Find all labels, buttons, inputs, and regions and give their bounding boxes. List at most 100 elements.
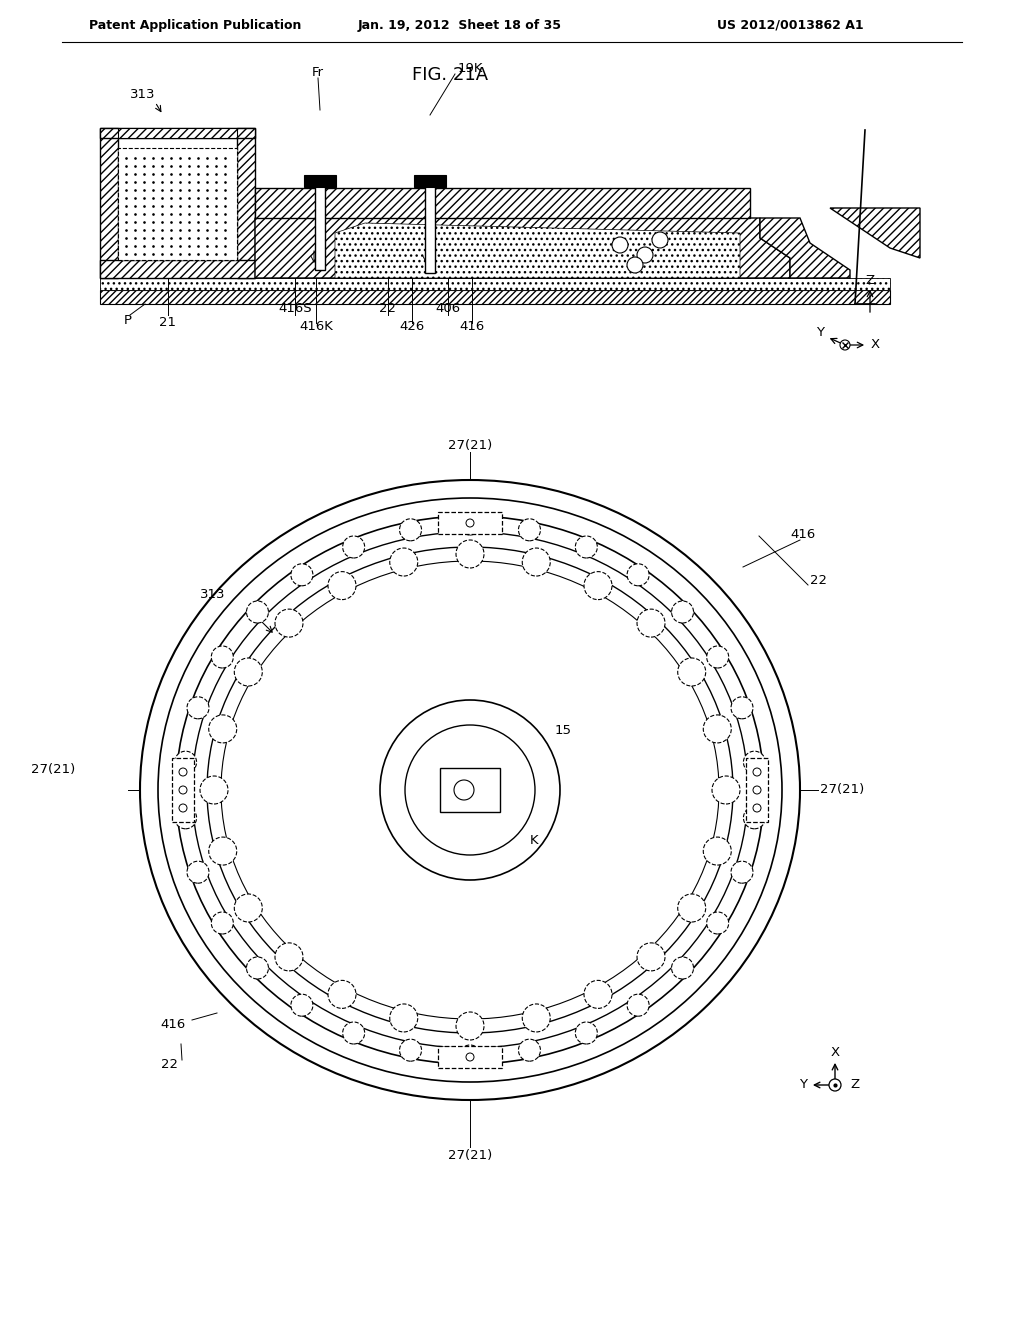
Circle shape — [174, 751, 197, 774]
Circle shape — [328, 981, 356, 1008]
Polygon shape — [100, 128, 118, 279]
Polygon shape — [414, 176, 446, 187]
Circle shape — [211, 645, 233, 668]
Text: Y: Y — [799, 1078, 807, 1092]
Circle shape — [456, 1012, 484, 1040]
Polygon shape — [100, 128, 255, 139]
Polygon shape — [438, 1045, 502, 1068]
Circle shape — [275, 609, 303, 638]
Text: K: K — [530, 833, 539, 846]
Circle shape — [575, 1022, 597, 1044]
Circle shape — [627, 994, 649, 1016]
Circle shape — [637, 609, 665, 638]
Text: 22: 22 — [810, 573, 827, 586]
Circle shape — [678, 894, 706, 921]
Text: X: X — [830, 1047, 840, 1060]
Circle shape — [380, 700, 560, 880]
Text: 19K: 19K — [458, 62, 482, 74]
Circle shape — [209, 715, 237, 743]
Polygon shape — [440, 768, 500, 812]
Polygon shape — [760, 218, 850, 279]
Ellipse shape — [207, 546, 733, 1034]
Circle shape — [672, 957, 693, 979]
Circle shape — [187, 697, 209, 719]
Text: 15: 15 — [555, 723, 572, 737]
Text: 416K: 416K — [299, 321, 333, 334]
Circle shape — [179, 768, 187, 776]
Circle shape — [627, 257, 643, 273]
Circle shape — [187, 861, 209, 883]
Circle shape — [466, 519, 474, 527]
Circle shape — [454, 780, 474, 800]
Polygon shape — [100, 290, 890, 304]
Circle shape — [459, 513, 481, 535]
Circle shape — [459, 1045, 481, 1067]
Circle shape — [575, 536, 597, 558]
Circle shape — [707, 645, 729, 668]
Text: 27(21): 27(21) — [820, 784, 864, 796]
Circle shape — [200, 776, 228, 804]
Circle shape — [234, 894, 262, 921]
Text: 22: 22 — [380, 301, 396, 314]
Circle shape — [399, 519, 422, 541]
Ellipse shape — [140, 480, 800, 1100]
Text: Y: Y — [816, 326, 824, 339]
Circle shape — [247, 601, 268, 623]
Circle shape — [753, 785, 761, 795]
Circle shape — [399, 1039, 422, 1061]
Ellipse shape — [193, 532, 748, 1048]
Text: Patent Application Publication: Patent Application Publication — [89, 18, 301, 32]
Polygon shape — [100, 279, 890, 290]
Circle shape — [637, 247, 653, 263]
Circle shape — [247, 957, 268, 979]
Circle shape — [179, 785, 187, 795]
Text: 313: 313 — [130, 88, 156, 102]
Text: 27(21): 27(21) — [447, 438, 493, 451]
Polygon shape — [237, 128, 255, 279]
Circle shape — [209, 837, 237, 865]
Polygon shape — [304, 176, 336, 187]
Polygon shape — [255, 187, 750, 218]
Text: US 2012/0013862 A1: US 2012/0013862 A1 — [717, 18, 863, 32]
Circle shape — [712, 776, 740, 804]
Circle shape — [522, 1005, 550, 1032]
Text: 313: 313 — [200, 589, 225, 602]
Circle shape — [174, 807, 197, 829]
Circle shape — [522, 548, 550, 576]
Circle shape — [584, 572, 612, 599]
Circle shape — [703, 715, 731, 743]
Circle shape — [612, 238, 628, 253]
Circle shape — [518, 519, 541, 541]
Ellipse shape — [176, 516, 764, 1064]
Text: FIG. 21A: FIG. 21A — [412, 66, 488, 84]
Bar — [118, 148, 237, 260]
Circle shape — [584, 981, 612, 1008]
Circle shape — [731, 697, 753, 719]
Text: P: P — [124, 314, 132, 326]
Polygon shape — [746, 758, 768, 822]
Circle shape — [291, 994, 313, 1016]
Text: 27(21): 27(21) — [31, 763, 75, 776]
Text: Jan. 19, 2012  Sheet 18 of 35: Jan. 19, 2012 Sheet 18 of 35 — [358, 18, 562, 32]
Circle shape — [211, 912, 233, 935]
Text: 416: 416 — [460, 321, 484, 334]
Polygon shape — [438, 512, 502, 535]
Polygon shape — [315, 183, 325, 271]
Text: Z: Z — [851, 1078, 859, 1092]
Circle shape — [753, 768, 761, 776]
Text: 416: 416 — [160, 1019, 185, 1031]
Text: 416: 416 — [790, 528, 815, 541]
Circle shape — [406, 725, 535, 855]
Circle shape — [343, 536, 365, 558]
Circle shape — [390, 548, 418, 576]
Circle shape — [703, 837, 731, 865]
Circle shape — [678, 657, 706, 686]
Circle shape — [343, 1022, 365, 1044]
Circle shape — [637, 942, 665, 972]
Circle shape — [275, 942, 303, 972]
Circle shape — [234, 657, 262, 686]
Circle shape — [518, 1039, 541, 1061]
Circle shape — [627, 564, 649, 586]
Text: 406: 406 — [435, 301, 461, 314]
Circle shape — [829, 1078, 841, 1092]
